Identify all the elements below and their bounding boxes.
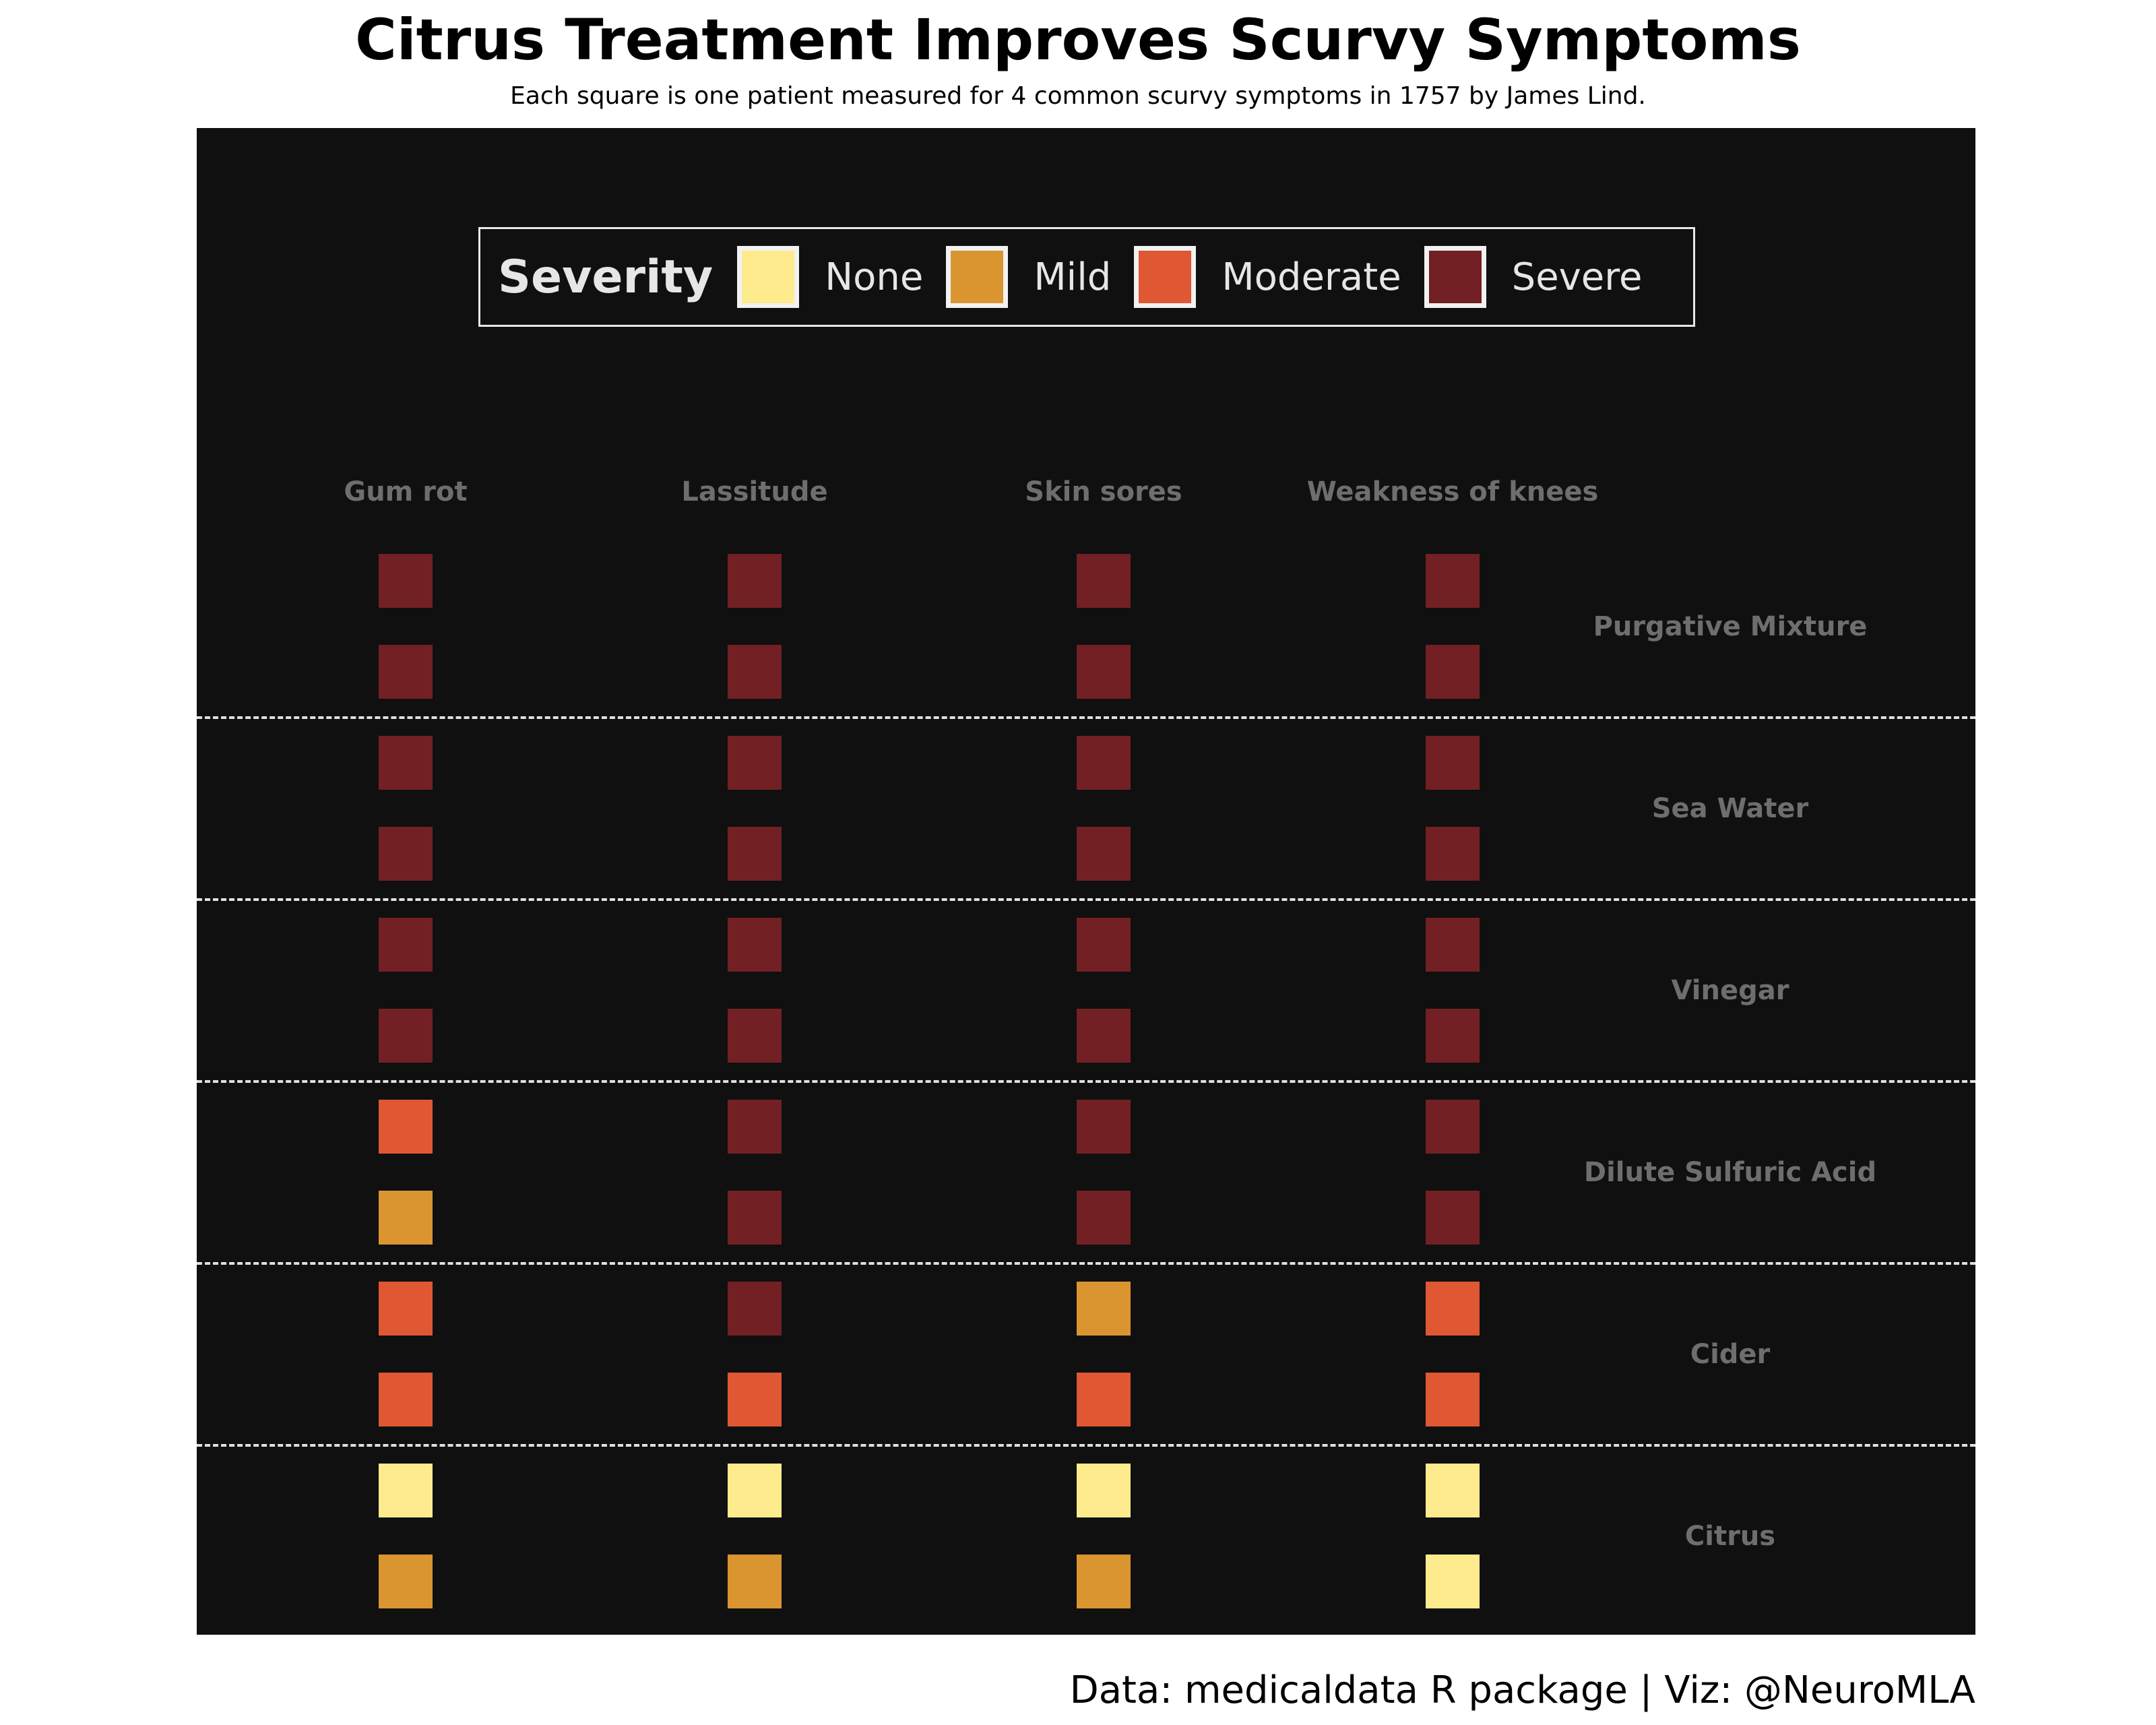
legend-label: Severe xyxy=(1511,255,1643,299)
patient-cell xyxy=(728,736,782,790)
patient-cell xyxy=(728,918,782,972)
patient-cell xyxy=(1077,918,1131,972)
patient-cell xyxy=(1426,736,1480,790)
legend-swatch xyxy=(1134,246,1197,308)
patient-cell xyxy=(1077,1100,1131,1154)
patient-cell xyxy=(379,1191,433,1245)
legend-item-severe: Severe xyxy=(1424,246,1643,308)
patient-cell xyxy=(1426,1464,1480,1517)
group-divider xyxy=(197,1443,1975,1447)
patient-cell xyxy=(379,1555,433,1608)
patient-cell xyxy=(379,1100,433,1154)
patient-cell xyxy=(1077,1555,1131,1608)
patient-cell xyxy=(1426,1555,1480,1608)
patient-cell xyxy=(1077,1191,1131,1245)
patient-cell xyxy=(728,1100,782,1154)
patient-cell xyxy=(1426,1373,1480,1426)
patient-cell xyxy=(1426,918,1480,972)
patient-cell xyxy=(379,1373,433,1426)
patient-cell xyxy=(728,827,782,881)
legend-item-moderate: Moderate xyxy=(1134,246,1401,308)
group-label: Purgative Mixture xyxy=(1593,610,1868,642)
patient-cell xyxy=(1426,645,1480,699)
legend-label: None xyxy=(825,255,924,299)
legend-item-mild: Mild xyxy=(946,246,1111,308)
group-divider xyxy=(197,1079,1975,1083)
patient-cell xyxy=(728,1191,782,1245)
patient-cell xyxy=(1077,554,1131,608)
patient-cell xyxy=(379,827,433,881)
patient-cell xyxy=(379,1009,433,1063)
patient-cell xyxy=(1426,1191,1480,1245)
column-label: Gum rot xyxy=(344,476,468,507)
patient-cell xyxy=(1426,1100,1480,1154)
column-label: Skin sores xyxy=(1025,476,1182,507)
patient-cell xyxy=(1077,1464,1131,1517)
legend-item-none: None xyxy=(737,246,923,308)
patient-cell xyxy=(728,554,782,608)
patient-cell xyxy=(1077,827,1131,881)
patient-cell xyxy=(1426,554,1480,608)
patient-cell xyxy=(1426,1282,1480,1336)
patient-cell xyxy=(1077,1282,1131,1336)
legend-label: Mild xyxy=(1034,255,1112,299)
chart-subtitle: Each square is one patient measured for … xyxy=(510,82,1646,110)
patient-cell xyxy=(379,736,433,790)
severity-legend: Severity None Mild Moderate Severe xyxy=(478,227,1695,327)
chart-panel: Severity None Mild Moderate Severe Gum rot L… xyxy=(197,128,1975,1635)
data-source-caption: Data: medicaldata R package | Viz: @Neur… xyxy=(1069,1668,1975,1712)
legend-swatch xyxy=(737,246,800,308)
patient-cell xyxy=(1426,1009,1480,1063)
chart-title: Citrus Treatment Improves Scurvy Symptom… xyxy=(355,7,1801,73)
column-label: Lassitude xyxy=(681,476,828,507)
patient-cell xyxy=(728,1009,782,1063)
column-label: Weakness of knees xyxy=(1306,476,1599,507)
group-divider xyxy=(197,716,1975,719)
group-label: Vinegar xyxy=(1671,974,1789,1006)
group-divider xyxy=(197,1261,1975,1265)
patient-cell xyxy=(1077,645,1131,699)
patient-cell xyxy=(728,1464,782,1517)
group-label: Dilute Sulfuric Acid xyxy=(1583,1156,1877,1188)
patient-cell xyxy=(1426,827,1480,881)
group-label: Cider xyxy=(1690,1338,1771,1370)
patient-cell xyxy=(728,645,782,699)
group-label: Citrus xyxy=(1684,1520,1776,1552)
group-divider xyxy=(197,898,1975,901)
legend-label: Moderate xyxy=(1222,255,1401,299)
patient-cell xyxy=(379,1464,433,1517)
group-label: Sea Water xyxy=(1651,792,1809,824)
legend-swatch xyxy=(1424,246,1486,308)
patient-cell xyxy=(379,645,433,699)
patient-cell xyxy=(728,1373,782,1426)
legend-title: Severity xyxy=(498,250,714,304)
patient-cell xyxy=(1077,1009,1131,1063)
patient-cell xyxy=(1077,1373,1131,1426)
patient-cell xyxy=(728,1282,782,1336)
patient-cell xyxy=(1077,736,1131,790)
patient-cell xyxy=(379,918,433,972)
patient-cell xyxy=(728,1555,782,1608)
legend-swatch xyxy=(946,246,1009,308)
patient-cell xyxy=(379,554,433,608)
patient-cell xyxy=(379,1282,433,1336)
